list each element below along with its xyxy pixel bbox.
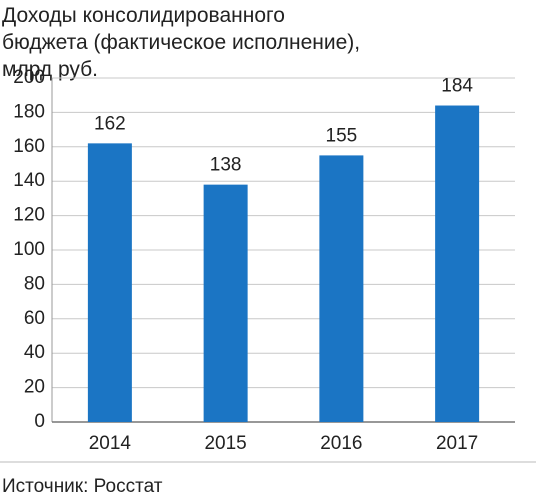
bar xyxy=(203,184,248,422)
value-label: 155 xyxy=(326,125,358,146)
x-tick-label: 2014 xyxy=(89,433,132,454)
bar xyxy=(87,143,132,423)
value-label: 162 xyxy=(94,113,126,134)
bar xyxy=(435,105,480,423)
y-tick-label: 180 xyxy=(13,101,45,122)
y-tick-label: 40 xyxy=(24,342,45,363)
y-tick-label: 100 xyxy=(13,239,45,260)
y-tick-label: 200 xyxy=(13,67,45,88)
y-tick-label: 140 xyxy=(13,170,45,191)
y-tick-label: 0 xyxy=(34,411,45,432)
value-label: 138 xyxy=(210,155,242,176)
chart-title: Доходы консолидированного бюджета (факти… xyxy=(2,4,361,81)
x-tick-label: 2017 xyxy=(436,433,478,454)
x-tick-label: 2015 xyxy=(204,433,246,454)
value-label: 184 xyxy=(441,76,473,97)
y-tick-label: 120 xyxy=(13,205,45,226)
y-tick-label: 160 xyxy=(13,136,45,157)
y-tick-label: 80 xyxy=(24,273,45,294)
x-tick-label: 2016 xyxy=(320,433,362,454)
bar xyxy=(319,155,364,422)
y-tick-label: 60 xyxy=(24,308,45,329)
source: Источник: Росстат xyxy=(2,476,163,497)
y-tick-label: 20 xyxy=(24,377,45,398)
